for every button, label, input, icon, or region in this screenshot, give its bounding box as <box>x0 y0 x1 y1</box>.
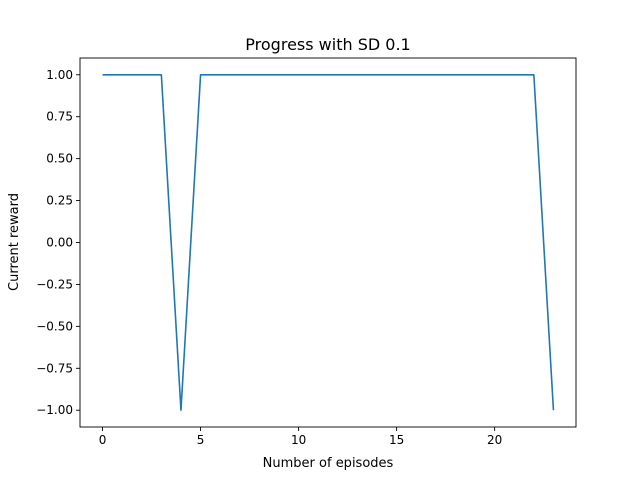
x-tick-label: 15 <box>389 433 404 447</box>
x-tick-label: 0 <box>99 433 107 447</box>
y-tick-label: −0.50 <box>36 319 73 333</box>
x-tick-label: 20 <box>487 433 502 447</box>
y-tick-label: 0.50 <box>46 152 73 166</box>
y-tick-label: −0.75 <box>36 361 73 375</box>
y-tick-label: 0.25 <box>46 194 73 208</box>
y-tick-label: −0.25 <box>36 277 73 291</box>
y-axis-label: Current reward <box>7 193 22 291</box>
x-tick-label: 10 <box>291 433 306 447</box>
y-tick-label: 0.00 <box>46 236 73 250</box>
y-tick-label: 0.75 <box>46 110 73 124</box>
y-tick-label: 1.00 <box>46 68 73 82</box>
x-axis-label: Number of episodes <box>263 456 394 471</box>
x-tick-label: 5 <box>197 433 205 447</box>
series-line-0 <box>102 73 555 412</box>
chart-title: Progress with SD 0.1 <box>245 35 410 54</box>
y-tick-label: −1.00 <box>36 403 73 417</box>
plot-area: 0 5 10 15 20 1.00 0.75 0.50 0.25 0.00 −0.25 −0.50 −0… <box>36 57 577 447</box>
